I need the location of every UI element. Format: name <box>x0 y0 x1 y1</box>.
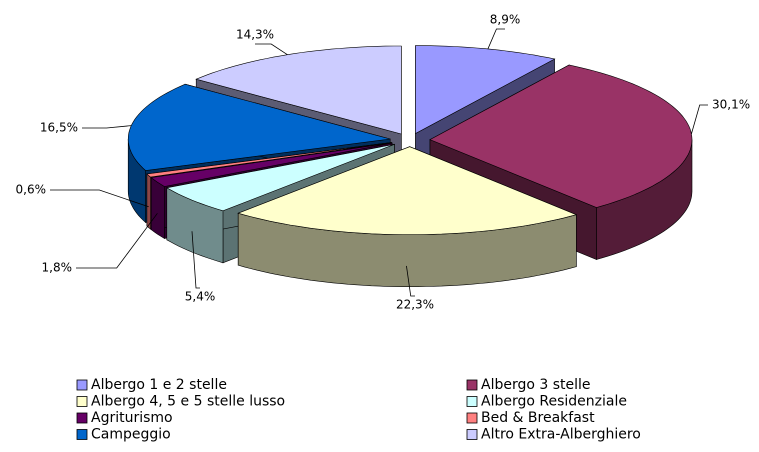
legend-swatch <box>466 379 478 391</box>
leader-line <box>255 43 288 56</box>
legend-swatch <box>466 412 478 424</box>
slice <box>146 142 392 178</box>
legend-swatch <box>466 429 478 440</box>
data-label: 14,3% <box>236 28 274 42</box>
leader-line <box>82 125 132 129</box>
legend-label: Albergo 1 e 2 stelle <box>91 377 227 393</box>
slice <box>150 142 393 187</box>
slice-outer-side <box>146 173 151 230</box>
legend-label: Albergo Residenziale <box>481 394 627 410</box>
legend-swatch <box>76 396 88 407</box>
legend-swatch <box>76 412 88 424</box>
data-label: 1,8% <box>42 261 73 275</box>
slice <box>165 144 395 212</box>
data-label: 30,1% <box>712 98 750 112</box>
legend-label: Agriturismo <box>91 410 173 426</box>
data-label: 0,6% <box>16 183 47 197</box>
legend-label: Altro Extra-Alberghiero <box>481 427 641 443</box>
legend-label: Albergo 4, 5 e 5 stelle lusso <box>91 394 285 410</box>
data-label: 8,9% <box>490 13 521 27</box>
legend-label: Campeggio <box>91 427 171 443</box>
data-label: 16,5% <box>40 121 78 135</box>
data-label: 5,4% <box>185 290 216 304</box>
slice <box>429 64 693 208</box>
leader-line <box>191 231 200 289</box>
slice-outer-side <box>150 176 165 240</box>
data-label: 22,3% <box>396 298 434 312</box>
legend-label: Albergo 3 stelle <box>481 377 591 393</box>
leader-line <box>406 265 415 297</box>
leader-line <box>50 189 149 208</box>
slice <box>237 146 578 235</box>
legend-swatch <box>466 396 478 407</box>
legend-swatch <box>76 379 88 391</box>
legend-swatch <box>76 429 88 440</box>
slice <box>127 83 391 171</box>
leader-line <box>487 28 505 50</box>
pie <box>127 45 693 287</box>
legend-label: Bed & Breakfast <box>481 410 595 426</box>
leader-line <box>76 213 158 269</box>
leader-line <box>691 104 708 135</box>
